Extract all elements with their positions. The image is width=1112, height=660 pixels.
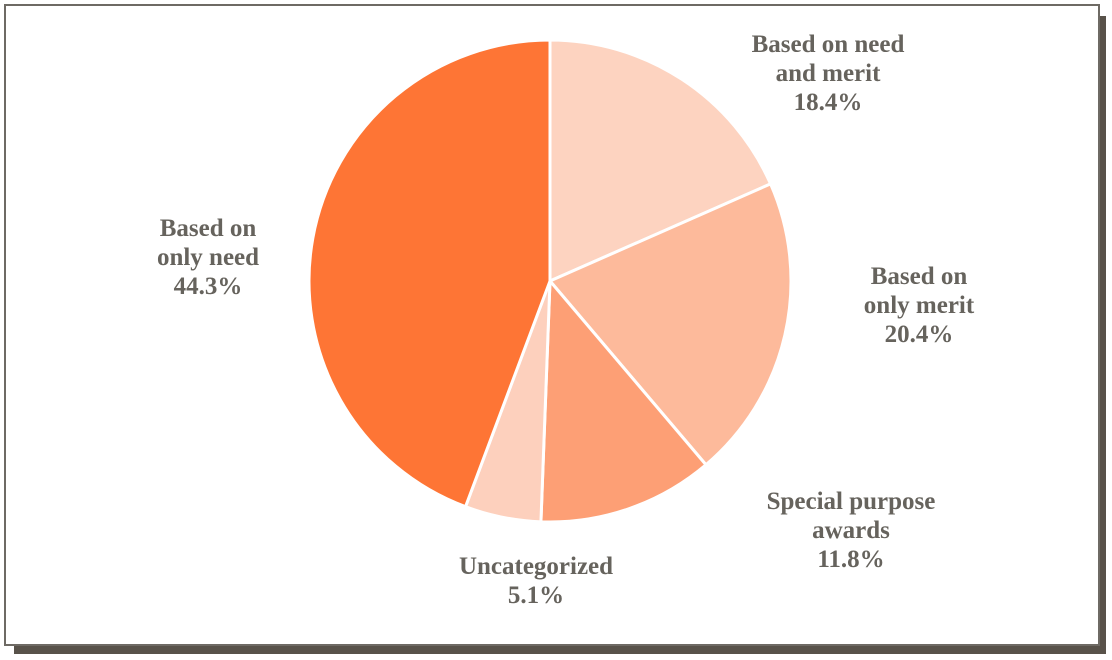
label-only-need: Based on only need 44.3% xyxy=(156,215,260,300)
label-uncategorized: Uncategorized 5.1% xyxy=(458,553,614,609)
pie-slice-special xyxy=(539,279,708,524)
label-special: Special purpose awards 11.8% xyxy=(766,488,936,573)
label-merit: Based on only merit 20.4% xyxy=(863,263,975,348)
pie-slice-need xyxy=(307,38,552,509)
label-need-merit: Based on need and merit 18.4% xyxy=(751,31,905,116)
pie-slice-need-merit xyxy=(548,38,773,283)
pie-slice-merit xyxy=(548,182,793,467)
